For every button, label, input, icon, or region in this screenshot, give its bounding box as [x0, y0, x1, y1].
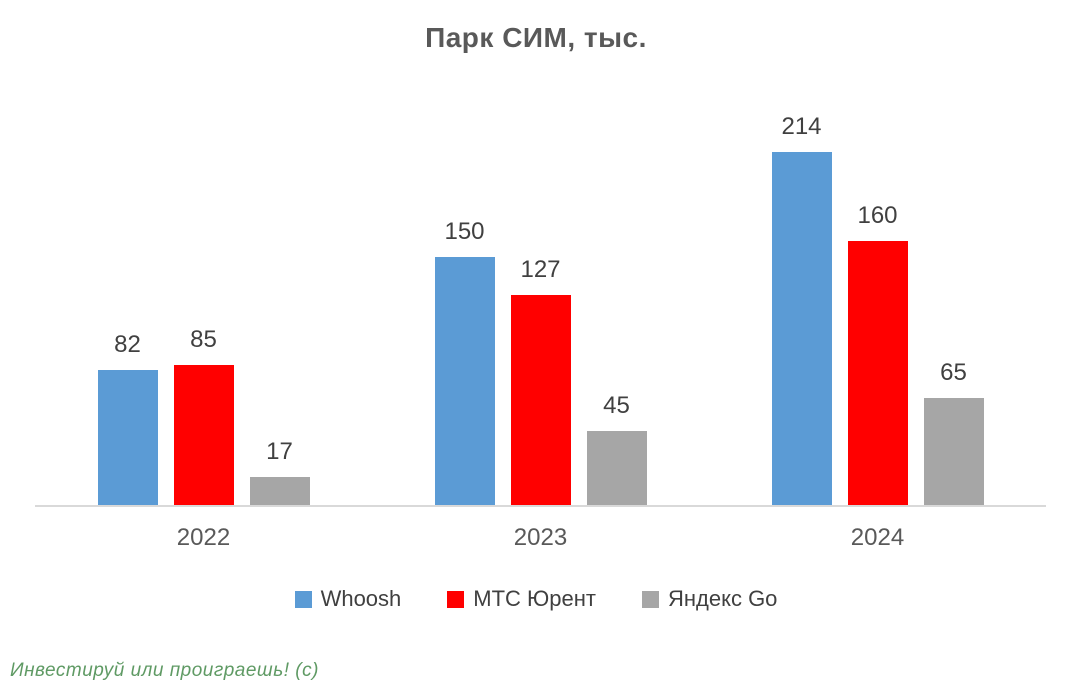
bar-whoosh-2023	[434, 257, 495, 505]
bar-value-label-яндекс-go-2022: 17	[266, 438, 293, 466]
legend-item-whoosh: Whoosh	[294, 586, 402, 612]
plot-area: 82 85 17 150 127 45 214 160 65	[35, 90, 1046, 505]
bar-group-2022: 82 85 17	[35, 90, 372, 505]
legend-item-яндекс-go: Яндекс Go	[641, 586, 778, 612]
x-axis-labels: 2022 2023 2024	[35, 524, 1046, 552]
bar-мтс-юрент-2023	[510, 295, 571, 505]
bar-with-label-мтс-юрент-2023: 127	[510, 256, 571, 505]
bar-value-label-whoosh-2024: 214	[781, 113, 822, 141]
bar-мтс-юрент-2022	[173, 365, 234, 505]
x-axis-label-2024: 2024	[850, 524, 905, 551]
legend: Whoosh МТС Юрент Яндекс Go	[0, 586, 1072, 612]
bar-with-label-whoosh-2022: 82	[97, 331, 158, 505]
bar-whoosh-2022	[97, 370, 158, 505]
bar-with-label-whoosh-2024: 214	[771, 113, 832, 505]
bar-group-2023: 150 127 45	[372, 90, 709, 505]
x-axis-label-2022: 2022	[176, 524, 231, 551]
bar-value-label-whoosh-2022: 82	[114, 331, 141, 359]
legend-swatch-icon-яндекс-go	[641, 590, 659, 608]
legend-item-мтс-юрент: МТС Юрент	[447, 586, 596, 612]
watermark: Инвестируй или проиграешь! (с)	[10, 660, 319, 681]
bar-яндекс-go-2023	[586, 431, 647, 505]
bar-яндекс-go-2022	[249, 477, 310, 505]
legend-label-whoosh: Whoosh	[320, 586, 402, 611]
bar-value-label-мтс-юрент-2024: 160	[857, 202, 898, 230]
legend-label-мтс-юрент: МТС Юрент	[473, 586, 596, 611]
bar-value-label-мтс-юрент-2023: 127	[520, 256, 561, 284]
bar-value-label-мтс-юрент-2022: 85	[190, 326, 217, 354]
bar-яндекс-go-2024	[923, 398, 984, 505]
legend-label-яндекс-go: Яндекс Go	[667, 586, 778, 611]
bar-мтс-юрент-2024	[847, 241, 908, 505]
bar-value-label-яндекс-go-2024: 65	[940, 359, 967, 387]
x-axis-line	[35, 505, 1046, 507]
bar-with-label-мтс-юрент-2024: 160	[847, 202, 908, 505]
bar-value-label-whoosh-2023: 150	[444, 218, 485, 246]
bar-group-2024: 214 160 65	[709, 90, 1046, 505]
chart-title: Парк СИМ, тыс.	[425, 22, 647, 53]
legend-swatch-icon-мтс-юрент	[447, 590, 465, 608]
bar-value-label-яндекс-go-2023: 45	[603, 392, 630, 420]
bar-with-label-яндекс-go-2023: 45	[586, 392, 647, 505]
bar-with-label-whoosh-2023: 150	[434, 218, 495, 505]
bar-with-label-мтс-юрент-2022: 85	[173, 326, 234, 505]
bar-with-label-яндекс-go-2024: 65	[923, 359, 984, 505]
legend-swatch-icon-whoosh	[294, 590, 312, 608]
x-axis-label-2023: 2023	[513, 524, 568, 551]
bar-whoosh-2024	[771, 152, 832, 505]
bar-with-label-яндекс-go-2022: 17	[249, 438, 310, 505]
